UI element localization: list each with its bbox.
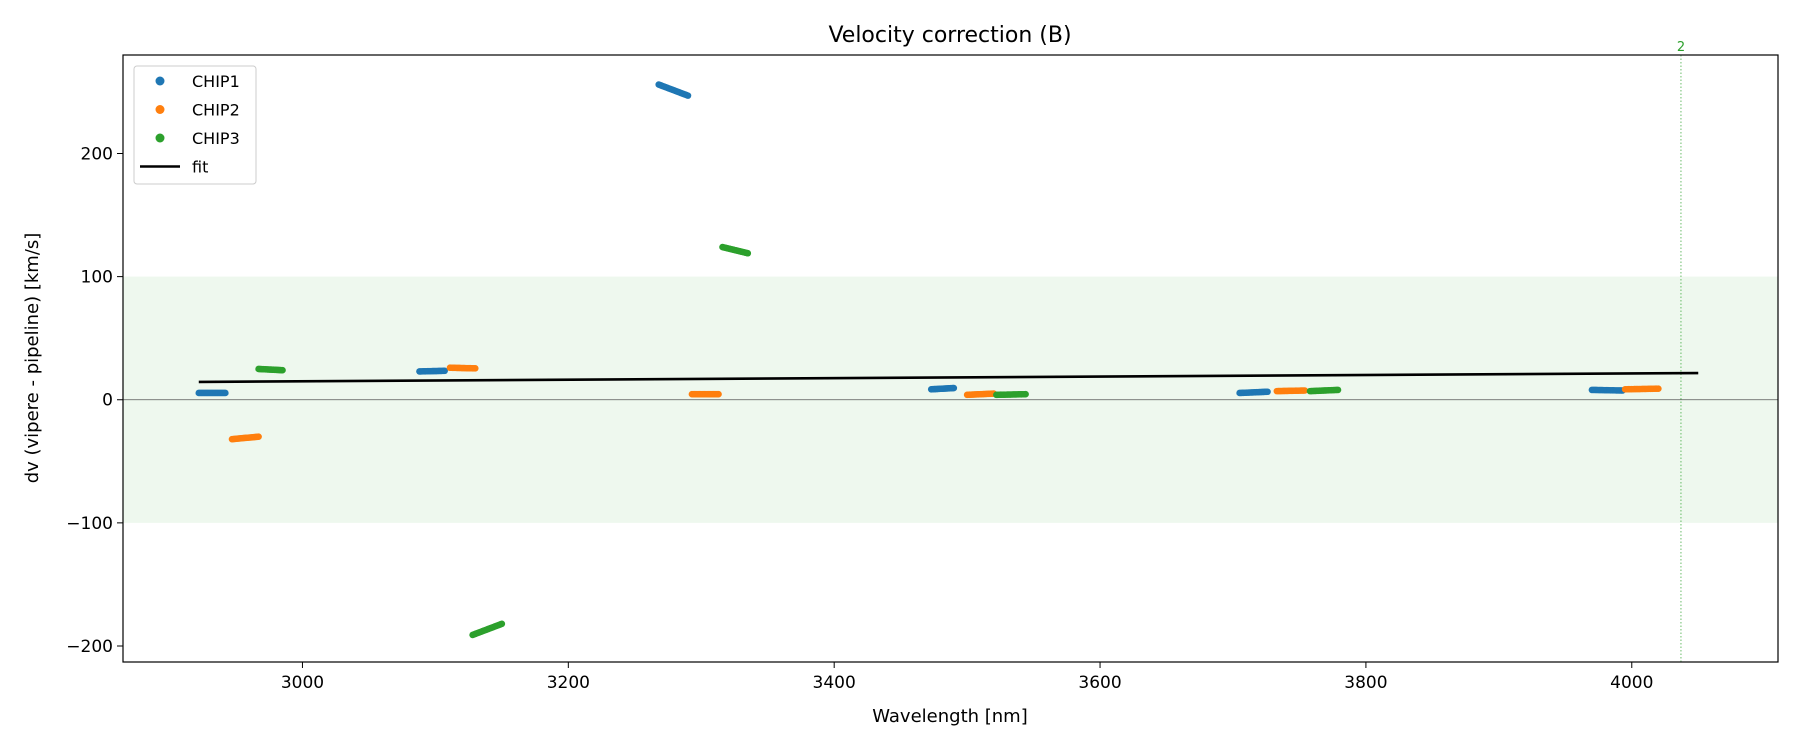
y-tick-label: −100: [66, 514, 113, 534]
data-point: [441, 367, 448, 375]
legend: CHIP1 CHIP2 CHIP3 fit: [133, 65, 257, 185]
data-point: [1301, 387, 1309, 394]
y-tick-label: −200: [66, 637, 113, 657]
legend-box: [133, 65, 257, 185]
data-point: [279, 366, 286, 374]
legend-label: CHIP1: [192, 72, 240, 91]
data-point: [1264, 388, 1271, 396]
data-point: [1022, 390, 1029, 398]
data-point: [744, 249, 752, 257]
y-tick-label: 0: [102, 391, 113, 411]
x-tick-label: 3800: [1344, 673, 1387, 693]
fit-line: [198, 371, 1699, 384]
legend-marker: [155, 133, 165, 143]
data-point: [222, 389, 229, 397]
x-tick-label: 3400: [813, 673, 856, 693]
data-point: [1334, 386, 1342, 394]
data-point: [684, 92, 692, 99]
chart-title: Velocity correction (B): [828, 23, 1071, 48]
y-tick-label: 200: [81, 144, 113, 164]
x-tick-label: 3600: [1078, 673, 1121, 693]
data-point: [950, 384, 958, 392]
legend-label: fit: [192, 158, 208, 177]
x-tick-label: 3200: [547, 673, 590, 693]
legend-label: CHIP3: [192, 129, 240, 148]
data-point: [1655, 385, 1662, 392]
y-axis-label: dv (vipere - pipeline) [km/s]: [22, 233, 43, 484]
legend-marker: [155, 76, 165, 86]
series-chip3: [255, 243, 1342, 639]
data-point: [255, 433, 262, 440]
series-chip1: [195, 81, 1626, 397]
plot-area-frame: [122, 54, 1779, 663]
data-point: [715, 390, 722, 398]
series-chip2: [228, 364, 1662, 443]
legend-label: CHIP2: [192, 101, 240, 120]
x-tick-label: 3000: [281, 673, 324, 693]
data-point: [471, 365, 479, 372]
x-axis-label: Wavelength [nm]: [872, 706, 1028, 727]
x-tick-label: 4000: [1610, 673, 1653, 693]
legend-marker: [155, 105, 165, 114]
data-point: [498, 620, 506, 628]
y-tick-label: 100: [81, 268, 113, 288]
order-marker-label: 2: [1677, 40, 1685, 55]
